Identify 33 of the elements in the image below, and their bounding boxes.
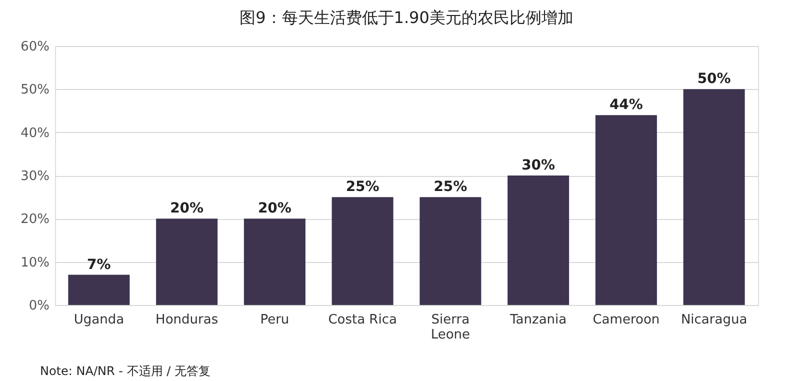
x-tick-label: Honduras xyxy=(156,312,218,328)
y-tick-label: 10% xyxy=(20,255,50,270)
bar xyxy=(244,218,306,305)
y-tick-label: 0% xyxy=(28,298,50,314)
x-tick-label: Costa Rica xyxy=(328,312,397,328)
bar xyxy=(68,274,130,305)
data-label: 7% xyxy=(87,256,111,273)
x-tick-label: Sierra Leone xyxy=(430,312,470,342)
bar xyxy=(332,197,394,305)
bar xyxy=(508,176,570,305)
x-tick-label: Nicaragua xyxy=(680,312,748,328)
x-tick-label: Uganda xyxy=(74,312,124,328)
text: Note: NA/NR - 不适用 / 无答复 xyxy=(40,364,210,378)
data-label: 25% xyxy=(434,179,468,196)
data-label: 20% xyxy=(258,200,292,217)
x-tick-label: Cameroon xyxy=(592,312,660,328)
data-label: 44% xyxy=(609,97,643,114)
data-label: 20% xyxy=(170,200,204,217)
y-tick-label: 50% xyxy=(20,82,50,98)
chart-title: 图9：每天生活费低于1.90美元的农民比例增加 xyxy=(240,8,574,27)
y-tick-label: 60% xyxy=(20,40,50,54)
bar xyxy=(683,89,745,305)
x-tick-label: Peru xyxy=(260,312,290,328)
bar xyxy=(595,115,657,305)
y-tick-label: 30% xyxy=(20,169,50,184)
y-tick-label: 40% xyxy=(20,126,50,141)
data-label: 30% xyxy=(522,158,556,174)
x-tick-label: Tanzania xyxy=(509,312,567,328)
data-label: 25% xyxy=(346,179,380,196)
data-label: 50% xyxy=(697,71,731,88)
y-tick-label: 20% xyxy=(20,212,50,228)
bar xyxy=(156,218,218,305)
bar xyxy=(420,197,482,305)
